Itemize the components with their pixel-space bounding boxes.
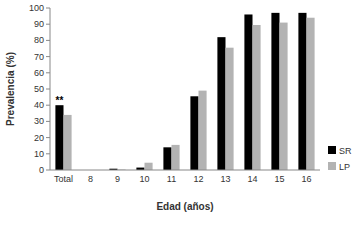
bar — [199, 91, 207, 170]
bar — [163, 147, 171, 170]
x-tick-label: 11 — [167, 174, 176, 184]
x-axis-label: Edad (años) — [156, 201, 213, 212]
legend-label: LP — [339, 162, 350, 172]
legend-swatch — [328, 162, 336, 170]
y-axis — [50, 8, 51, 170]
y-tick-label: 60 — [34, 68, 44, 78]
bar — [217, 37, 225, 170]
x-tick-label: 13 — [220, 174, 230, 184]
y-tick — [46, 56, 50, 57]
y-tick-label: 10 — [34, 149, 44, 159]
x-axis — [50, 170, 320, 171]
bar — [145, 163, 153, 170]
x-tick-label: 8 — [88, 174, 93, 184]
y-tick-label: 80 — [34, 35, 44, 45]
y-tick-label: 20 — [34, 133, 44, 143]
y-tick — [46, 40, 50, 41]
legend-label: SR — [339, 146, 352, 156]
y-tick — [46, 105, 50, 106]
x-tick-label: 14 — [247, 174, 257, 184]
y-tick — [46, 153, 50, 154]
y-tick-label: 0 — [39, 165, 44, 175]
bar — [280, 23, 288, 170]
legend-swatch — [328, 146, 336, 154]
y-tick-label: 40 — [34, 100, 44, 110]
bar — [244, 14, 252, 170]
y-tick-label: 70 — [34, 52, 44, 62]
chart: 0 10 20 30 40 50 60 70 80 90 100 Total 8 9 10 11 12 13 14 1… — [0, 0, 353, 225]
x-tick-label: 16 — [301, 174, 311, 184]
annotation: ** — [56, 95, 64, 106]
x-tick-label: 10 — [139, 174, 149, 184]
bar — [64, 115, 72, 170]
y-tick-label: 50 — [34, 84, 44, 94]
bar — [190, 96, 198, 170]
bars — [55, 13, 314, 170]
x-tick-label: 12 — [193, 174, 203, 184]
y-tick — [46, 72, 50, 73]
x-tick-label: 9 — [115, 174, 120, 184]
y-tick-label: 90 — [34, 19, 44, 29]
y-tick-label: 100 — [29, 3, 44, 13]
y-tick — [46, 24, 50, 25]
bar — [307, 18, 315, 170]
x-tick-label: 15 — [274, 174, 284, 184]
bar — [271, 13, 279, 170]
bar — [253, 25, 261, 170]
y-tick — [46, 89, 50, 90]
y-tick — [46, 137, 50, 138]
y-tick — [46, 170, 50, 171]
bar — [55, 105, 63, 170]
y-axis-label: Prevalencia (%) — [5, 52, 16, 126]
bar — [298, 13, 306, 170]
y-tick — [46, 121, 50, 122]
bar — [226, 48, 234, 170]
x-tick-label: Total — [54, 174, 73, 184]
bar — [172, 145, 180, 170]
y-tick — [46, 8, 50, 9]
y-tick-label: 30 — [34, 116, 44, 126]
